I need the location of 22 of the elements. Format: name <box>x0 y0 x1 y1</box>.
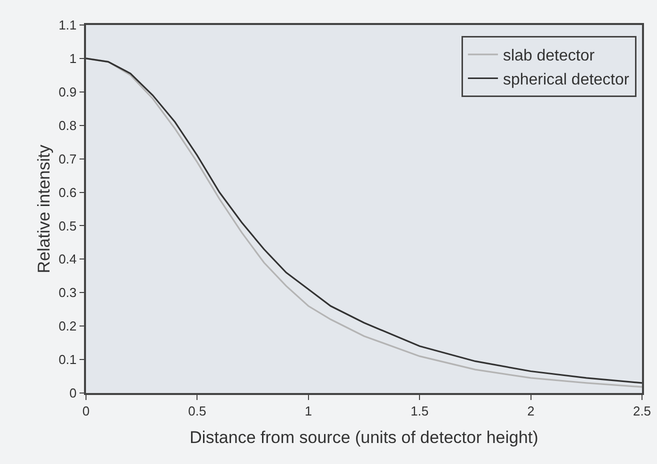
x-tick-label: 1 <box>304 403 312 418</box>
y-tick-label: 0.6 <box>58 184 77 200</box>
legend-label: spherical detector <box>502 71 630 88</box>
y-tick-label: 1.1 <box>58 18 77 33</box>
y-tick-label: 0.9 <box>58 84 77 100</box>
x-tick-label: 0.5 <box>188 403 206 418</box>
y-tick-label: 1 <box>69 51 77 66</box>
x-tick-label: 2.5 <box>632 403 652 418</box>
y-axis-title: Relative intensity <box>34 144 54 274</box>
y-tick-label: 0.1 <box>58 352 77 368</box>
y-tick-label: 0.7 <box>58 151 77 166</box>
legend-label: slab detector <box>502 48 596 65</box>
y-tick-label: 0 <box>69 386 77 401</box>
y-tick-label: 0.8 <box>58 118 77 133</box>
x-tick-label: 1.5 <box>410 403 429 418</box>
y-tick-label: 0.2 <box>58 318 77 334</box>
y-tick-label: 0.5 <box>58 218 77 234</box>
y-tick-label: 0.4 <box>58 252 77 267</box>
y-tick-label: 0.3 <box>58 285 77 300</box>
x-tick-label: 0 <box>82 403 90 418</box>
x-tick-label: 2 <box>527 403 534 418</box>
x-axis-title: Distance from source (units of detector height) <box>190 428 538 448</box>
